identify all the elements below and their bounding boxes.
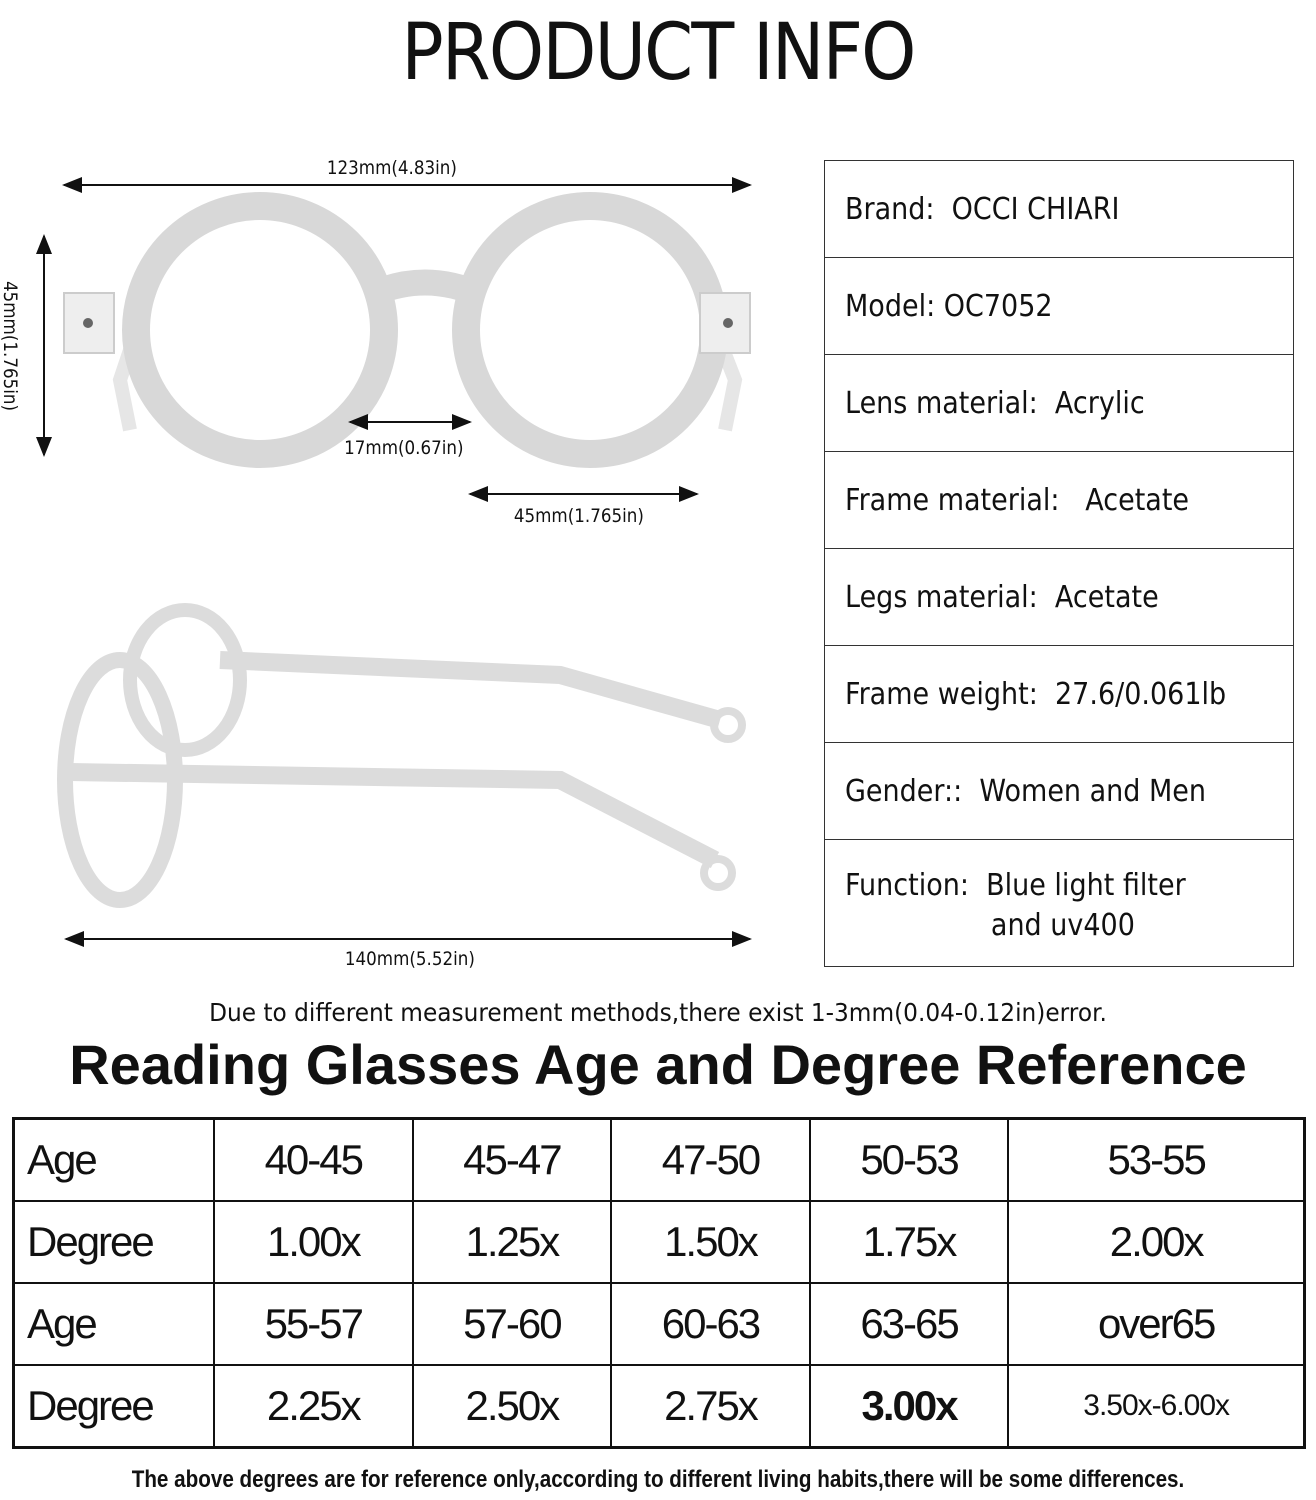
measurement-note: Due to different measurement methods,the… — [209, 998, 1107, 1027]
row-label: Age — [12, 1282, 215, 1366]
table-row: Degree 2.25x 2.50x 2.75x 3.00x 3.50x-6.00x — [12, 1364, 1306, 1449]
table-cell: 1.75x — [808, 1200, 1010, 1284]
table-cell: 2.50x — [411, 1364, 613, 1449]
reference-heading: Reading Glasses Age and Degree Reference — [69, 1033, 1247, 1096]
spec-function: Function: Blue light filter and uv400 — [825, 840, 1293, 967]
page-title: PRODUCT INFO — [401, 8, 916, 98]
table-cell: 53-55 — [1007, 1117, 1306, 1202]
lens-width-label: 45mm(1.765in) — [513, 505, 644, 527]
glasses-illustration — [36, 177, 752, 947]
table-row: Degree 1.00x 1.25x 1.50x 1.75x 2.00x — [12, 1200, 1306, 1284]
table-cell: 57-60 — [411, 1282, 613, 1366]
spec-brand: Brand: OCCI CHIARI — [825, 161, 1293, 258]
table-row: Age 55-57 57-60 60-63 63-65 over65 — [12, 1282, 1306, 1366]
row-label: Degree — [12, 1364, 215, 1449]
table-row: Age 40-45 45-47 47-50 50-53 53-55 — [12, 1117, 1306, 1202]
total-width-label: 123mm(4.83in) — [326, 157, 457, 179]
table-cell: 40-45 — [213, 1117, 414, 1202]
table-cell: 63-65 — [808, 1282, 1010, 1366]
row-label: Degree — [12, 1200, 215, 1284]
age-degree-table: Age 40-45 45-47 47-50 50-53 53-55 Degree 1.00x 1… — [12, 1117, 1306, 1449]
table-cell: over65 — [1007, 1282, 1306, 1366]
table-cell: 47-50 — [610, 1117, 811, 1202]
table-cell: 2.25x — [213, 1364, 414, 1449]
table-cell: 55-57 — [213, 1282, 414, 1366]
spec-frame-material: Frame material: Acetate — [825, 452, 1293, 549]
table-cell: 50-53 — [808, 1117, 1010, 1202]
table-cell: 3.50x-6.00x — [1007, 1364, 1306, 1449]
bridge-label: 17mm(0.67in) — [344, 437, 464, 459]
row-label: Age — [12, 1117, 215, 1202]
specs-table: Brand: OCCI CHIARI Model: OC7052 Lens ma… — [824, 160, 1294, 967]
lens-height-label: 45mm(1.765in) — [0, 280, 21, 412]
table-cell: 2.00x — [1007, 1200, 1306, 1284]
table-cell: 45-47 — [411, 1117, 613, 1202]
front-view-glasses — [63, 192, 751, 468]
table-cell: 60-63 — [610, 1282, 811, 1366]
temple-length-label: 140mm(5.52in) — [344, 948, 475, 970]
side-view-glasses — [57, 603, 746, 908]
table-cell: 1.25x — [411, 1200, 613, 1284]
spec-gender: Gender:: Women and Men — [825, 743, 1293, 840]
spec-model: Model: OC7052 — [825, 258, 1293, 355]
table-cell: 3.00x — [808, 1364, 1010, 1449]
footnote: The above degrees are for reference only… — [131, 1466, 1185, 1493]
spec-frame-weight: Frame weight: 27.6/0.061lb — [825, 646, 1293, 743]
table-cell: 1.50x — [610, 1200, 811, 1284]
table-cell: 2.75x — [610, 1364, 811, 1449]
spec-legs-material: Legs material: Acetate — [825, 549, 1293, 646]
table-cell: 1.00x — [213, 1200, 414, 1284]
spec-lens-material: Lens material: Acrylic — [825, 355, 1293, 452]
